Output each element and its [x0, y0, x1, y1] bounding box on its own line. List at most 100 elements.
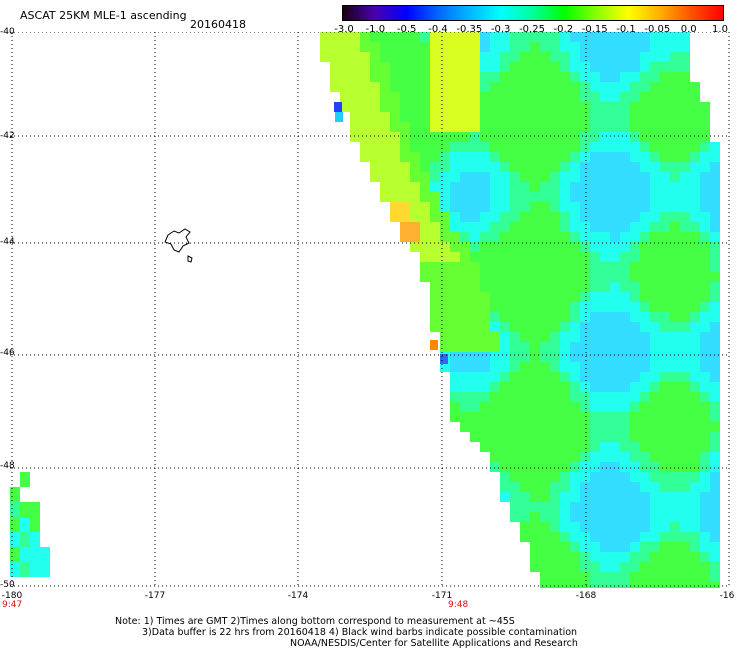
- swath-cell: [640, 162, 650, 172]
- swath-cell: [620, 62, 630, 72]
- swath-cell: [330, 42, 340, 52]
- swath-cell: [670, 372, 680, 382]
- swath-cell: [630, 572, 640, 582]
- swath-cell: [640, 302, 650, 312]
- island-outline: [164, 228, 191, 253]
- swath-cell: [380, 132, 390, 142]
- swath-cell: [480, 392, 490, 402]
- swath-cell: [610, 82, 620, 92]
- swath-cell: [480, 362, 490, 372]
- swath-cell: [710, 172, 720, 182]
- swath-cell: [590, 422, 600, 432]
- swath-cell: [530, 242, 540, 252]
- swath-cell: [410, 182, 420, 192]
- swath-cell: [560, 492, 570, 502]
- swath-cell: [660, 362, 670, 372]
- swath-cell: [350, 62, 360, 72]
- swath-cell: [440, 152, 450, 162]
- swath-cell: [580, 332, 590, 342]
- swath-cell: [430, 302, 440, 312]
- swath-cell: [510, 362, 520, 372]
- swath-cell: [10, 562, 20, 577]
- swath-cell: [540, 542, 550, 552]
- swath-cell: [430, 42, 440, 52]
- swath-cell: [520, 232, 530, 242]
- swath-cell: [480, 292, 490, 302]
- swath-cell: [640, 412, 650, 422]
- swath-cell: [670, 292, 680, 302]
- swath-cell: [550, 382, 560, 392]
- swath-cell: [610, 32, 620, 42]
- swath-cell: [520, 82, 530, 92]
- swath-cell: [640, 232, 650, 242]
- swath-cell: [470, 72, 480, 82]
- swath-cell: [600, 142, 610, 152]
- swath-cell: [440, 82, 450, 92]
- swath-cell: [690, 112, 700, 122]
- swath-cell: [440, 112, 450, 122]
- swath-cell: [630, 462, 640, 472]
- swath-cell: [580, 392, 590, 402]
- swath-cell: [690, 372, 700, 382]
- swath-cell: [520, 42, 530, 52]
- swath-cell: [630, 102, 640, 112]
- swath-cell: [450, 382, 460, 392]
- swath-cell: [480, 322, 490, 332]
- swath-cell: [440, 32, 450, 42]
- swath-cell: [640, 462, 650, 472]
- swath-cell: [710, 552, 720, 562]
- swath-cell: [540, 42, 550, 52]
- swath-cell: [670, 52, 680, 62]
- swath-cell: [560, 502, 570, 512]
- swath-cell: [440, 52, 450, 62]
- swath-cell: [480, 312, 490, 322]
- swath-cell: [520, 152, 530, 162]
- color-scale-label: -0.05: [644, 24, 671, 35]
- swath-cell: [500, 192, 510, 202]
- swath-cell: [450, 122, 460, 132]
- swath-cell: [540, 322, 550, 332]
- swath-cell: [680, 352, 690, 362]
- swath-cell: [480, 142, 490, 152]
- swath-cell: [630, 62, 640, 72]
- swath-cell: [710, 312, 720, 322]
- swath-cell: [550, 42, 560, 52]
- swath-cell: [610, 352, 620, 362]
- swath-cell: [410, 242, 420, 252]
- swath-cell: [580, 512, 590, 522]
- swath-cell: [620, 502, 630, 512]
- swath-cell: [550, 142, 560, 152]
- swath-cell: [660, 532, 670, 542]
- swath-cell: [360, 142, 370, 152]
- swath-cell: [360, 32, 370, 42]
- swath-cell: [450, 112, 460, 122]
- swath-cell: [530, 512, 540, 522]
- swath-cell: [560, 192, 570, 202]
- swath-cell: [610, 122, 620, 132]
- swath-cell: [680, 112, 690, 122]
- swath-cell: [630, 262, 640, 272]
- swath-cell: [590, 582, 600, 588]
- swath-cell: [420, 232, 430, 242]
- swath-cell: [690, 572, 700, 582]
- swath-cell: [510, 162, 520, 172]
- lat-label-50: -50: [0, 580, 15, 590]
- swath-cell: [650, 252, 660, 262]
- swath-cell: [470, 272, 480, 282]
- swath-cell: [580, 62, 590, 72]
- swath-cell: [550, 442, 560, 452]
- swath-cell: [610, 272, 620, 282]
- swath-cell: [600, 432, 610, 442]
- swath-cell: [420, 32, 430, 42]
- swath-cell: [590, 512, 600, 522]
- swath-cell: [510, 62, 520, 72]
- swath-cell: [620, 32, 630, 42]
- swath-cell: [420, 272, 430, 282]
- swath-cell: [510, 222, 520, 232]
- swath-cell: [660, 382, 670, 392]
- swath-cell: [670, 182, 680, 192]
- swath-cell: [640, 442, 650, 452]
- swath-cell: [560, 282, 570, 292]
- swath-cell: [540, 562, 550, 572]
- swath-cell: [510, 382, 520, 392]
